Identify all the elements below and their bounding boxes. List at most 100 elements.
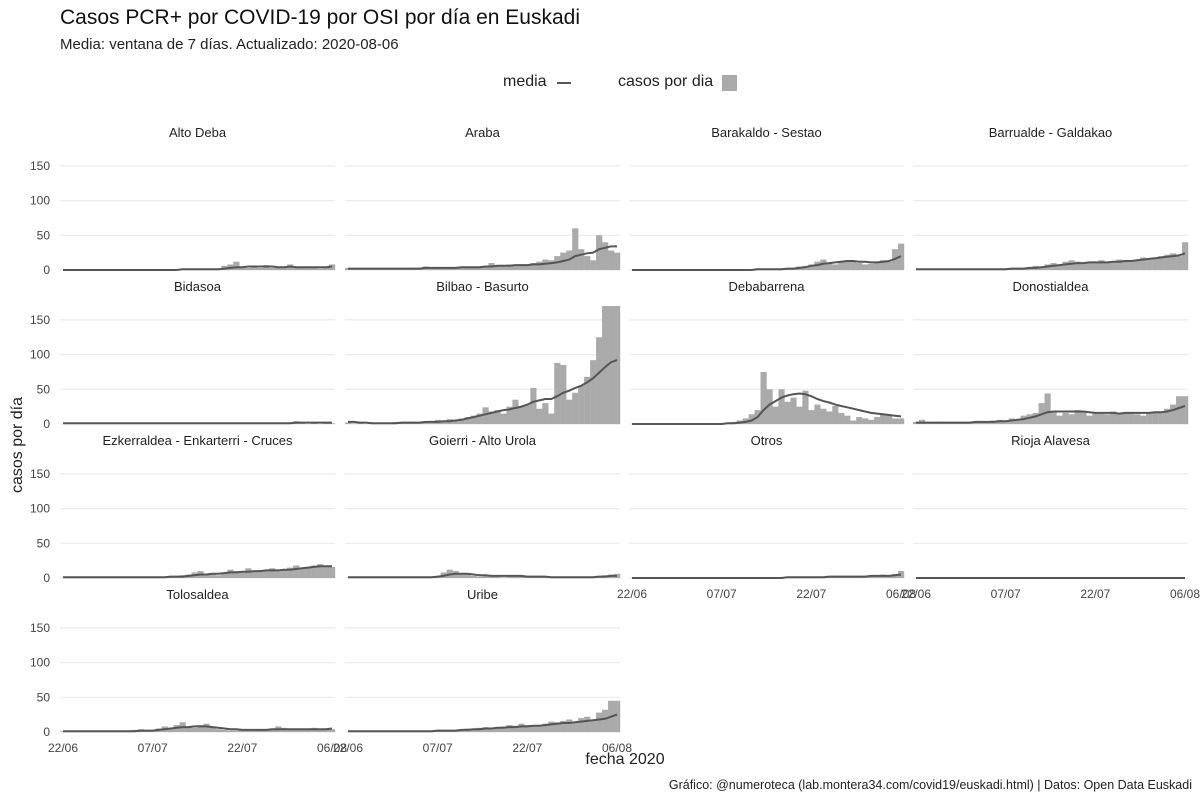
bar	[263, 569, 270, 578]
bar	[281, 267, 288, 270]
bar	[287, 729, 294, 732]
bar	[293, 267, 300, 270]
bar	[251, 571, 258, 578]
y-tick-label: 50	[37, 536, 51, 550]
bar	[464, 417, 471, 424]
bar	[766, 389, 773, 424]
bar	[584, 256, 591, 270]
bar	[548, 260, 555, 270]
bar	[167, 577, 174, 578]
bar	[518, 723, 525, 732]
bar	[614, 700, 621, 732]
bar	[578, 249, 585, 270]
series-line-media	[632, 255, 902, 271]
bar	[482, 575, 489, 578]
bar	[572, 228, 579, 270]
x-tick-label: 06/08	[1170, 587, 1200, 601]
bar	[269, 728, 276, 732]
bar	[614, 306, 621, 424]
bar	[1170, 404, 1177, 424]
bar	[548, 413, 555, 424]
y-tick-label: 100	[30, 348, 50, 362]
bar	[1026, 414, 1033, 424]
bar	[203, 723, 210, 732]
bar	[512, 399, 519, 424]
bar	[898, 571, 905, 578]
bar	[311, 565, 318, 578]
bar	[886, 261, 893, 270]
bar	[329, 423, 336, 424]
facet-label: Goierri - Alto Urola	[429, 433, 537, 448]
bar	[1164, 254, 1171, 270]
bar	[500, 577, 507, 578]
y-tick-label: 0	[43, 417, 50, 431]
bar	[1134, 414, 1141, 424]
x-tick-label: 22/07	[796, 587, 826, 601]
bar	[245, 267, 252, 270]
bar	[470, 267, 477, 270]
bar	[1128, 412, 1135, 424]
bar	[844, 260, 851, 270]
bar	[512, 576, 519, 578]
bar	[506, 264, 513, 270]
bar	[374, 269, 382, 270]
bar	[1104, 414, 1111, 424]
chart-caption: Gráfico: @numeroteca (lab.montera34.com/…	[668, 778, 1192, 792]
bar	[251, 730, 258, 732]
series-line-media	[348, 245, 617, 270]
bar	[1056, 415, 1063, 424]
x-axis-title: fecha 2020	[585, 751, 664, 768]
facet-panel: Debabarrena	[629, 279, 905, 425]
bar	[506, 725, 513, 732]
legend: media casos por dia	[0, 72, 1200, 94]
bar	[862, 418, 869, 424]
bar	[227, 730, 234, 732]
bar	[1152, 258, 1159, 270]
bar	[185, 726, 192, 732]
bar	[778, 389, 785, 424]
bar	[542, 723, 549, 732]
bar	[1080, 411, 1087, 424]
bar	[536, 408, 543, 424]
facet-label: Bidasoa	[174, 279, 222, 294]
bar	[482, 407, 489, 424]
bar	[1086, 415, 1093, 424]
bar	[1128, 260, 1135, 270]
bar	[1032, 412, 1039, 424]
bar	[874, 417, 881, 424]
bar	[464, 574, 471, 578]
bar	[398, 269, 405, 270]
y-tick-label: 0	[43, 263, 50, 277]
facet-panel: Donostialdea	[913, 279, 1189, 425]
bar	[311, 423, 318, 424]
bar	[1164, 408, 1171, 424]
bar	[1140, 415, 1147, 424]
bar	[440, 421, 447, 424]
y-tick-label: 0	[43, 571, 50, 585]
bar	[524, 725, 531, 732]
bar	[251, 266, 258, 270]
bar	[1134, 259, 1141, 270]
bar	[608, 306, 615, 424]
series-line-media	[63, 565, 332, 579]
chart-title: Casos PCR+ por COVID-19 por OSI por día …	[60, 6, 580, 29]
x-tick-label: 22/06	[333, 741, 363, 755]
series-line-media	[63, 265, 333, 271]
bar	[578, 718, 585, 732]
bar	[1116, 413, 1123, 424]
series-line-media	[348, 359, 618, 425]
bar	[590, 360, 597, 424]
bar	[984, 421, 991, 424]
bar	[209, 574, 216, 578]
bar	[602, 306, 609, 424]
bar	[536, 725, 543, 732]
chart-subtitle: Media: ventana de 7 días. Actualizado: 2…	[60, 36, 399, 53]
series-line-media	[632, 392, 902, 425]
facet-panel: Rioja Alavesa 22/06 07/07 22/07 06/08	[901, 433, 1200, 601]
bar	[886, 415, 893, 424]
bar	[566, 399, 573, 424]
bar	[239, 267, 246, 270]
bar	[608, 250, 615, 270]
series-line-media	[916, 252, 1186, 271]
